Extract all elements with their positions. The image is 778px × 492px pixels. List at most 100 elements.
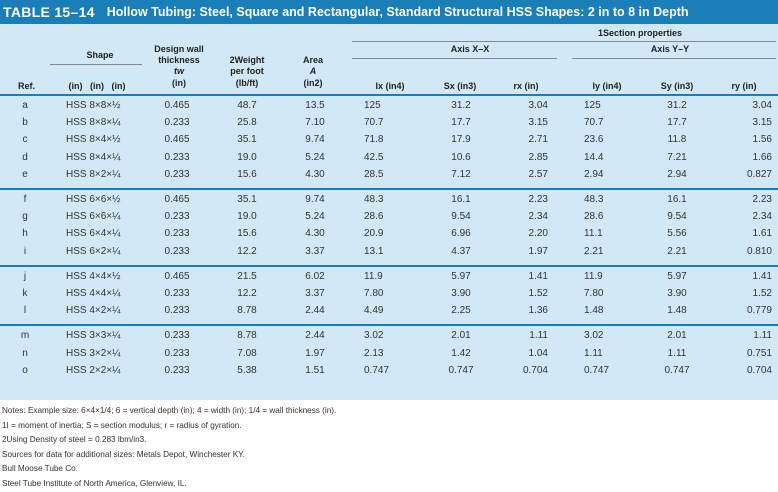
table-cell-rx: 2.34 — [528, 211, 548, 223]
table-cell-shape: HSS 8×8×½ — [66, 100, 121, 111]
table-cell-rx: 2.85 — [528, 151, 548, 163]
table-cell-iy: 125 — [584, 100, 601, 111]
table-cell-sx: 9.54 — [451, 211, 471, 223]
table-cell-sy: 1.48 — [667, 305, 687, 317]
table-cell-sx: 0.747 — [448, 364, 474, 376]
header-tw-unit: (in) — [172, 78, 186, 88]
table-cell-ref: o — [22, 364, 28, 376]
table-cell-ix: 7.80 — [364, 288, 384, 299]
table-cell-shape: HSS 6×2×¼ — [66, 245, 121, 257]
table-cell-sy: 31.2 — [667, 100, 687, 111]
table-cell-ix: 11.9 — [364, 270, 383, 282]
header-tw: tw — [174, 66, 184, 76]
table-cell-ref: l — [23, 305, 27, 317]
table-cell-iy: 2.21 — [584, 245, 604, 257]
header-iy: Iy (in4) — [592, 81, 622, 91]
table-cell-sx: 31.2 — [451, 100, 471, 111]
table-cell-sx: 2.25 — [451, 305, 471, 317]
table-cell-ry: 0.827 — [746, 168, 772, 180]
table-cell-tw: 0.233 — [164, 330, 190, 342]
table-cell-shape: HSS 6×6×½ — [66, 194, 121, 205]
table-cell-ref: a — [22, 100, 28, 111]
table-cell-ry: 2.34 — [752, 211, 772, 223]
table-cell-ix: 0.747 — [364, 364, 390, 376]
table-cell-sx: 2.01 — [451, 330, 471, 342]
table-cell-ix: 71.8 — [364, 134, 384, 146]
header-ix: Ix (in4) — [375, 81, 405, 91]
table-cell-iy: 48.3 — [584, 194, 604, 205]
table-cell-tw: 0.465 — [164, 134, 190, 146]
table-cell-iy: 23.6 — [584, 134, 604, 146]
table-cell-ix: 70.7 — [364, 117, 384, 129]
table-cell-tw: 0.233 — [164, 168, 190, 180]
table-cell-sy: 2.21 — [667, 245, 687, 257]
table-cell-sx: 6.96 — [451, 228, 471, 240]
table-cell-shape: HSS 4×4×¼ — [66, 288, 121, 299]
table-cell-shape: HSS 4×2×¼ — [66, 305, 121, 317]
note-line: Steel Tube Institute of North America, G… — [2, 478, 187, 488]
table-cell-ry: 0.704 — [746, 364, 772, 376]
table-cell-rx: 2.57 — [528, 168, 548, 180]
table-cell-ry: 2.23 — [752, 194, 772, 205]
group-separator — [0, 324, 778, 327]
table-cell-wt: 8.78 — [237, 330, 257, 342]
table-cell-tw: 0.233 — [164, 364, 190, 376]
table-cell-wt: 48.7 — [237, 100, 257, 111]
table-cell-area: 4.30 — [305, 168, 325, 180]
table-cell-ref: g — [22, 211, 28, 223]
table-cell-iy: 11.1 — [584, 228, 603, 240]
table-cell-rx: 2.20 — [528, 228, 548, 240]
table-cell-area: 3.37 — [305, 288, 325, 299]
table-cell-rx: 2.23 — [528, 194, 548, 205]
table-cell-tw: 0.465 — [164, 194, 190, 205]
table-cell-sy: 5.97 — [667, 270, 687, 282]
table-cell-ref: b — [22, 117, 28, 129]
table-cell-wt: 7.08 — [237, 347, 257, 359]
table-cell-area: 9.74 — [305, 194, 325, 205]
table-cell-sy: 2.94 — [667, 168, 687, 180]
table-cell-sy: 16.1 — [667, 194, 687, 205]
table-cell-ry: 3.04 — [752, 100, 772, 111]
table-cell-ref: c — [22, 134, 28, 146]
table-cell-ix: 13.1 — [364, 245, 384, 257]
header-weight-1: 2Weight — [229, 55, 265, 65]
table-cell-shape: HSS 6×6×¼ — [66, 211, 121, 223]
header-ref: Ref. — [18, 81, 36, 91]
table-cell-ix: 20.9 — [364, 228, 384, 240]
table-cell-shape: HSS 2×2×¼ — [66, 364, 121, 376]
header-shape: Shape — [86, 50, 114, 60]
table-cell-shape: HSS 6×4×¼ — [66, 228, 121, 240]
table-cell-tw: 0.233 — [164, 347, 190, 359]
header-rx: rx (in) — [513, 81, 539, 91]
table-cell-iy: 14.4 — [584, 151, 604, 163]
table-cell-shape: HSS 8×4×¼ — [66, 151, 121, 163]
header-rule-axis-xx — [352, 58, 557, 59]
table-cell-tw: 0.233 — [164, 288, 190, 299]
table-cell-wt: 12.2 — [237, 288, 257, 299]
header-bottom-rule — [0, 94, 778, 96]
note-line: 2Using Density of steel = 0.283 lbm/in3. — [2, 435, 147, 445]
table-cell-sx: 5.97 — [451, 270, 471, 282]
header-thickness: thickness — [158, 55, 200, 65]
table-cell-tw: 0.233 — [164, 245, 190, 257]
table-cell-ref: j — [23, 270, 27, 282]
header-area-3: (in2) — [303, 78, 323, 88]
table-cell-sx: 7.12 — [451, 168, 471, 180]
table-cell-ry: 0.779 — [746, 305, 772, 317]
header-shape-units: (in) (in) (in) — [68, 81, 126, 91]
table-cell-ry: 1.61 — [752, 228, 772, 240]
table-cell-wt: 35.1 — [237, 194, 257, 205]
table-cell-ref: e — [22, 168, 28, 180]
table-cell-rx: 1.41 — [528, 270, 548, 282]
table-cell-ix: 3.02 — [364, 330, 384, 342]
table-cell-rx: 0.704 — [522, 364, 548, 376]
table-cell-sy: 1.11 — [667, 347, 687, 359]
table-cell-ix: 4.49 — [364, 305, 384, 317]
table-cell-sy: 3.90 — [667, 288, 687, 299]
table-cell-iy: 1.48 — [584, 305, 604, 317]
table-cell-ref: h — [22, 228, 28, 240]
table-cell-ix: 28.6 — [364, 211, 384, 223]
table-cell-area: 9.74 — [305, 134, 325, 146]
table-cell-ry: 0.810 — [746, 245, 772, 257]
table-cell-shape: HSS 3×3×¼ — [66, 330, 121, 342]
